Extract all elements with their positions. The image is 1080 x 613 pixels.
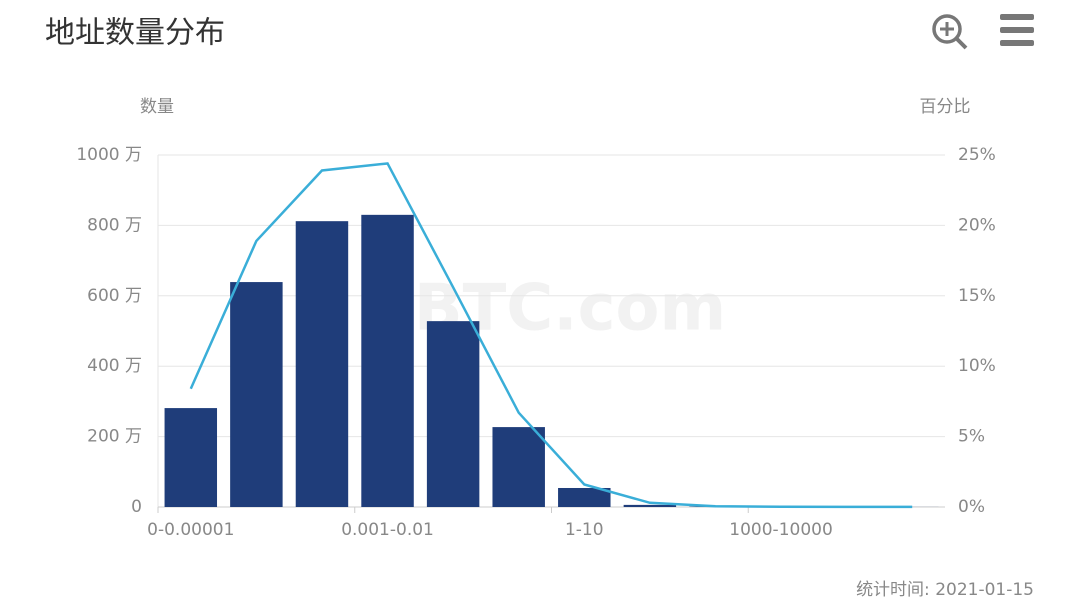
y2-tick-label: 25%	[958, 145, 996, 165]
x-tick-label: 0-0.00001	[147, 520, 234, 540]
bar	[361, 214, 414, 507]
y-tick-label: 0	[131, 497, 142, 517]
y-tick-label: 600 万	[87, 286, 142, 306]
y2-tick-label: 10%	[958, 356, 996, 376]
bar	[426, 321, 480, 507]
footnote: 统计时间: 2021-01-15	[856, 580, 1034, 600]
y-tick-label: 200 万	[87, 427, 142, 447]
line	[189, 162, 913, 509]
bar	[230, 282, 283, 507]
y2-tick-label: 15%	[958, 286, 996, 306]
y-tick-label: 800 万	[87, 215, 142, 235]
bar	[492, 427, 545, 507]
x-tick-label: 1000-10000	[729, 520, 832, 540]
y-tick-label: 1000 万	[76, 145, 142, 165]
x-tick-label: 0.001-0.01	[341, 520, 434, 540]
zoom-button[interactable]	[932, 14, 968, 50]
x-tick-label: 1-10	[565, 520, 604, 540]
y2-axis-title: 百分比	[920, 97, 971, 117]
y-axis-title: 数量	[140, 97, 174, 117]
y-tick-label: 400 万	[87, 356, 142, 376]
bar	[623, 504, 677, 507]
bar	[558, 487, 611, 507]
y2-tick-label: 0%	[958, 497, 985, 517]
bar	[295, 221, 349, 507]
menu-button[interactable]	[1000, 14, 1034, 46]
y2-tick-label: 20%	[958, 215, 996, 235]
y2-tick-label: 5%	[958, 427, 985, 447]
chart-title: 地址数量分布	[45, 16, 225, 51]
bar	[164, 408, 218, 507]
